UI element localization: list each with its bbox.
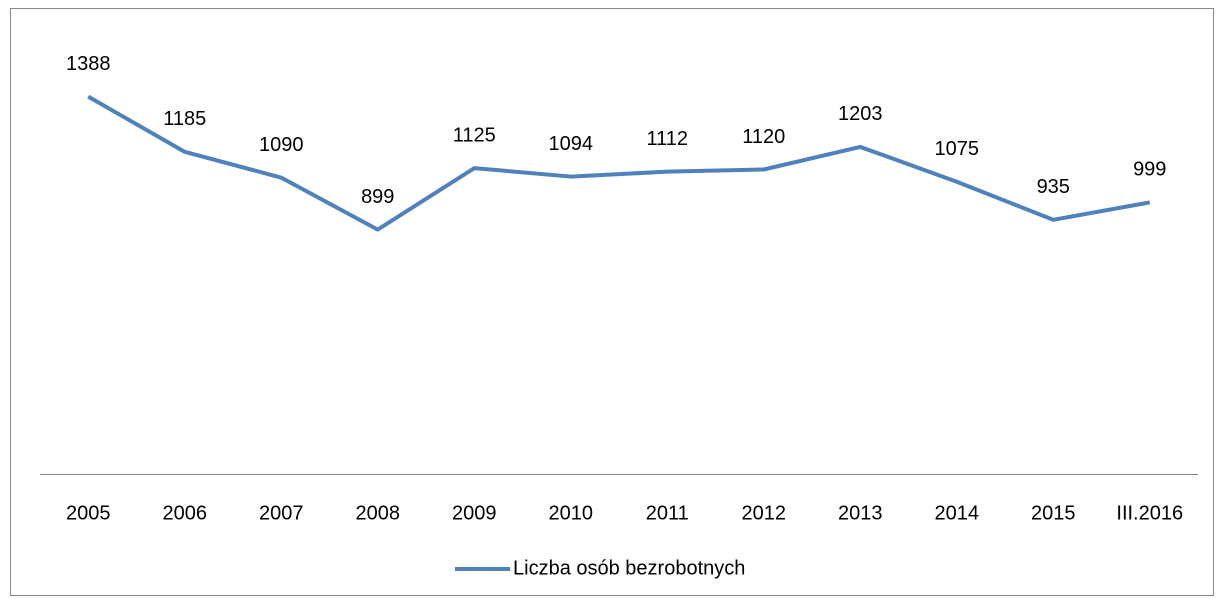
x-tick-label: 2013 xyxy=(838,502,883,524)
data-label: 1094 xyxy=(549,133,594,155)
chart-frame xyxy=(10,8,1214,596)
x-tick-label: 2012 xyxy=(742,502,787,524)
x-tick-label: 2014 xyxy=(935,502,980,524)
data-label: 999 xyxy=(1133,159,1166,181)
data-label: 1185 xyxy=(163,108,206,130)
x-tick-label: 2006 xyxy=(163,502,208,524)
data-label: 1120 xyxy=(742,126,785,148)
data-label: 899 xyxy=(361,186,394,208)
data-label: 1388 xyxy=(66,53,111,75)
data-label: 1075 xyxy=(935,138,980,160)
data-label: 935 xyxy=(1037,176,1070,198)
x-tick-label: 2007 xyxy=(259,502,304,524)
data-line xyxy=(87,94,1151,232)
x-tick-label: 2015 xyxy=(1031,502,1076,524)
data-label: 1090 xyxy=(259,134,304,156)
x-tick-label: 2008 xyxy=(356,502,401,524)
x-tick-label: 2010 xyxy=(549,502,594,524)
data-label: 1125 xyxy=(453,124,496,146)
x-tick-label: 2011 xyxy=(646,502,689,524)
x-tick-label: 2009 xyxy=(452,502,497,524)
data-label: 1203 xyxy=(838,103,883,125)
x-tick-label: 2005 xyxy=(66,502,111,524)
legend-label: Liczba osób bezrobotnych xyxy=(513,557,745,579)
data-label: 1112 xyxy=(646,128,688,150)
x-tick-label: III.2016 xyxy=(1116,502,1183,524)
